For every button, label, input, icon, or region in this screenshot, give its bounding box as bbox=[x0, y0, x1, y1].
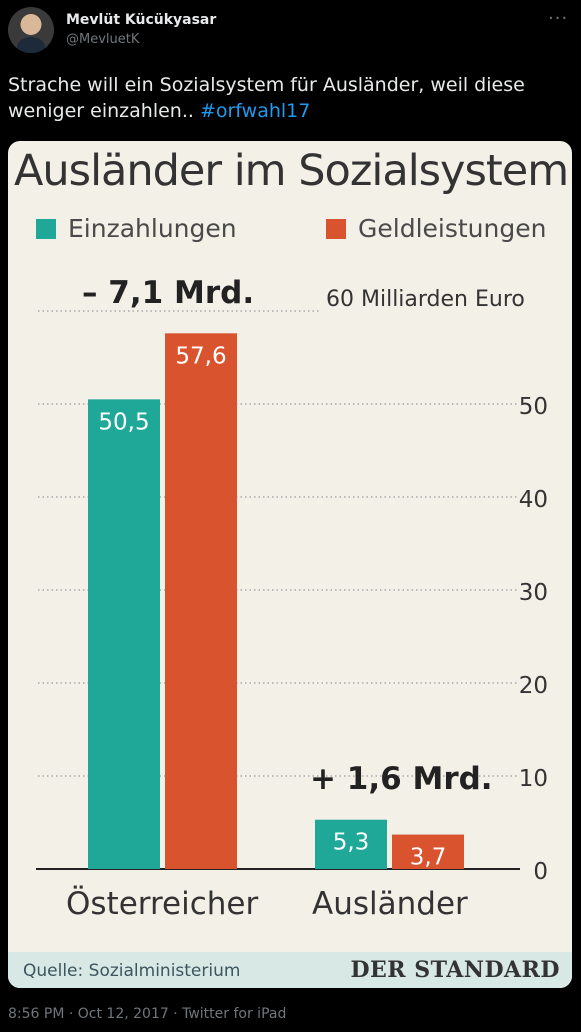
bar-geldleistungen-1 bbox=[392, 834, 464, 869]
tweet-timestamp[interactable]: 8:56 PM · Oct 12, 2017 · Twitter for iPa… bbox=[8, 1006, 287, 1022]
image-footer: Quelle: Sozialministerium DER STANDARD bbox=[8, 952, 572, 988]
y-tick-label: 30 bbox=[519, 580, 548, 606]
unit-label: 60 Milliarden Euro bbox=[326, 287, 525, 312]
category-label-auslaender: Ausländer bbox=[312, 886, 468, 922]
avatar[interactable] bbox=[8, 7, 54, 53]
y-tick-label: 10 bbox=[519, 766, 548, 792]
der-standard-logo: DER STANDARD bbox=[350, 957, 560, 983]
difference-label-auslaender: + 1,6 Mrd. bbox=[310, 761, 493, 797]
legend-label: Geldleistungen bbox=[358, 214, 547, 243]
y-tick-label: 0 bbox=[533, 859, 548, 885]
legend-swatch bbox=[326, 219, 346, 239]
legend-item-einzahlungen: Einzahlungen bbox=[36, 214, 237, 243]
bar-geldleistungen-0 bbox=[165, 333, 237, 869]
chart-title: Ausländer im Sozialsystem bbox=[14, 146, 569, 196]
tweet-text: Strache will ein Sozialsystem für Auslän… bbox=[8, 72, 573, 124]
legend-item-geldleistungen: Geldleistungen bbox=[326, 214, 546, 243]
y-tick-label: 50 bbox=[519, 394, 548, 420]
bar-value-label: 3,7 bbox=[410, 845, 447, 871]
hashtag-link[interactable]: #orfwahl17 bbox=[199, 100, 311, 122]
tweet-header: Mevlüt Kücükyasar @MevluetK ··· bbox=[0, 0, 581, 60]
legend-label: Einzahlungen bbox=[68, 214, 237, 243]
tweet-image[interactable]: 0 10 20 30 40 50 50,5 57,6 5,3 3,7 Ausländer im S… bbox=[8, 141, 572, 988]
source-note: Quelle: Sozialministerium bbox=[23, 961, 241, 981]
bar-value-label: 57,6 bbox=[175, 343, 226, 369]
more-dots-icon[interactable]: ··· bbox=[548, 8, 569, 29]
legend-swatch bbox=[36, 219, 56, 239]
category-label-oesterreicher: Österreicher bbox=[66, 886, 259, 922]
y-tick-label: 40 bbox=[519, 487, 548, 513]
display-name[interactable]: Mevlüt Kücükyasar bbox=[66, 12, 217, 28]
bar-einzahlungen-0 bbox=[88, 399, 160, 869]
user-handle[interactable]: @MevluetK bbox=[66, 32, 140, 47]
bar-chart: 0 10 20 30 40 50 50,5 57,6 5,3 3,7 bbox=[36, 310, 548, 885]
bar-einzahlungen-1 bbox=[315, 819, 387, 869]
tweet-body: Strache will ein Sozialsystem für Auslän… bbox=[8, 74, 525, 122]
difference-label-oesterreicher: – 7,1 Mrd. bbox=[82, 275, 255, 311]
y-tick-label: 20 bbox=[519, 673, 548, 699]
bar-value-label: 5,3 bbox=[333, 830, 370, 856]
bar-value-label: 50,5 bbox=[98, 409, 149, 435]
